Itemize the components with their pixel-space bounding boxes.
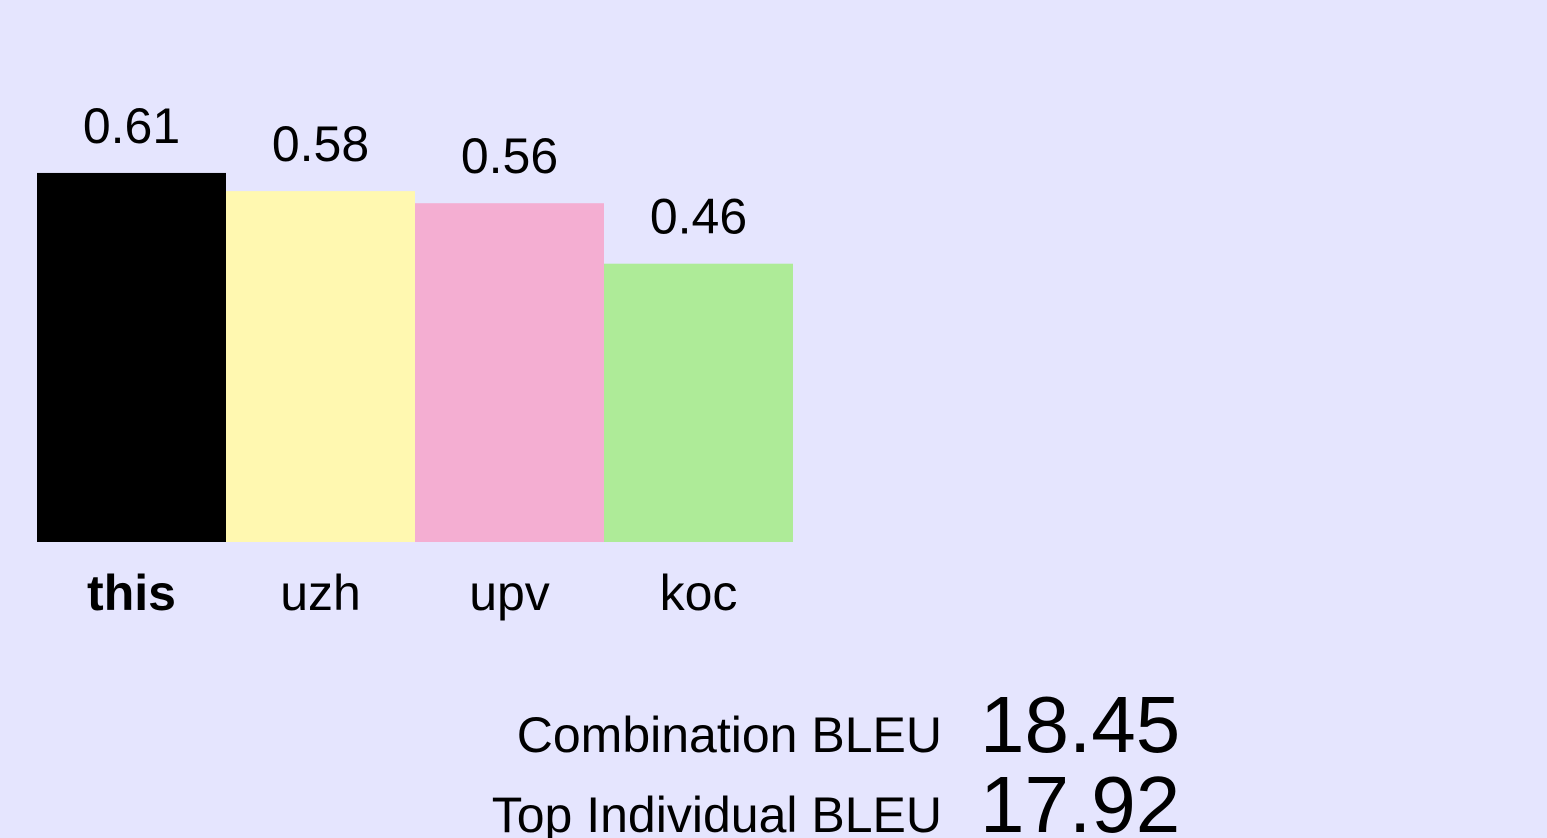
x-tick-label: koc bbox=[660, 565, 738, 621]
summary-label: Combination BLEU bbox=[517, 707, 942, 763]
x-tick-label: uzh bbox=[280, 565, 361, 621]
summary-value: 17.92 bbox=[980, 760, 1180, 838]
value-label: 0.56 bbox=[461, 128, 558, 184]
value-label: 0.46 bbox=[650, 189, 747, 245]
bar bbox=[226, 191, 415, 542]
bar bbox=[37, 172, 226, 542]
value-label: 0.61 bbox=[83, 98, 180, 154]
x-tick-label: upv bbox=[469, 565, 550, 621]
bar bbox=[415, 203, 604, 542]
summary-value: 18.45 bbox=[980, 680, 1180, 769]
bar bbox=[604, 263, 793, 542]
x-tick-label: this bbox=[87, 565, 176, 621]
summary-label: Top Individual BLEU bbox=[492, 787, 942, 838]
value-label: 0.58 bbox=[272, 116, 369, 172]
